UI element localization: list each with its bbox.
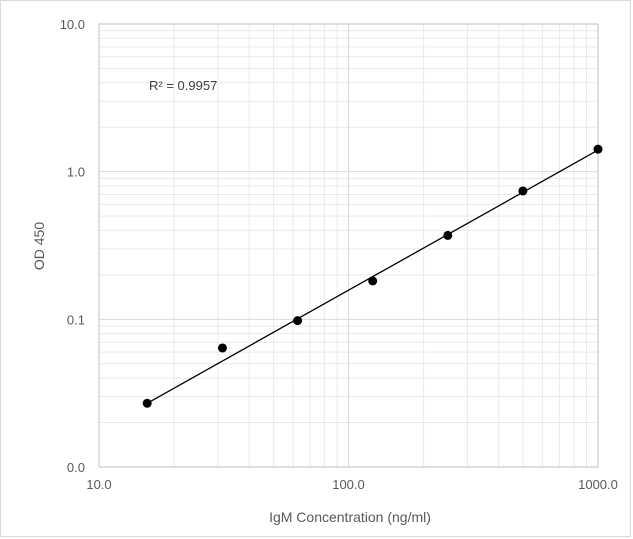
data-point [293, 316, 303, 326]
data-point [593, 144, 603, 154]
y-tick-label: 10.0 [60, 17, 85, 32]
data-point [368, 276, 378, 286]
x-tick-label: 100.0 [332, 477, 365, 492]
y-axis-title: OD 450 [31, 222, 47, 270]
r-squared-annotation: R² = 0.9957 [149, 78, 217, 93]
y-tick-labels: 0.0 0.1 1.0 10.0 [60, 17, 85, 475]
data-point [443, 230, 453, 240]
data-point [217, 343, 227, 353]
x-tick-label: 1000.0 [578, 477, 618, 492]
x-axis-title: IgM Concentration (ng/ml) [269, 509, 431, 525]
y-tick-label: 1.0 [67, 165, 85, 180]
data-point [142, 398, 152, 408]
data-points [142, 144, 603, 408]
plot-area-border [98, 23, 599, 468]
plot-border [98, 23, 599, 468]
y-tick-label: 0.1 [67, 312, 85, 327]
x-tick-labels: 10.0 100.0 1000.0 [86, 477, 618, 492]
x-tick-label: 10.0 [86, 477, 111, 492]
y-tick-label: 0.0 [67, 460, 85, 475]
data-point [518, 186, 528, 196]
